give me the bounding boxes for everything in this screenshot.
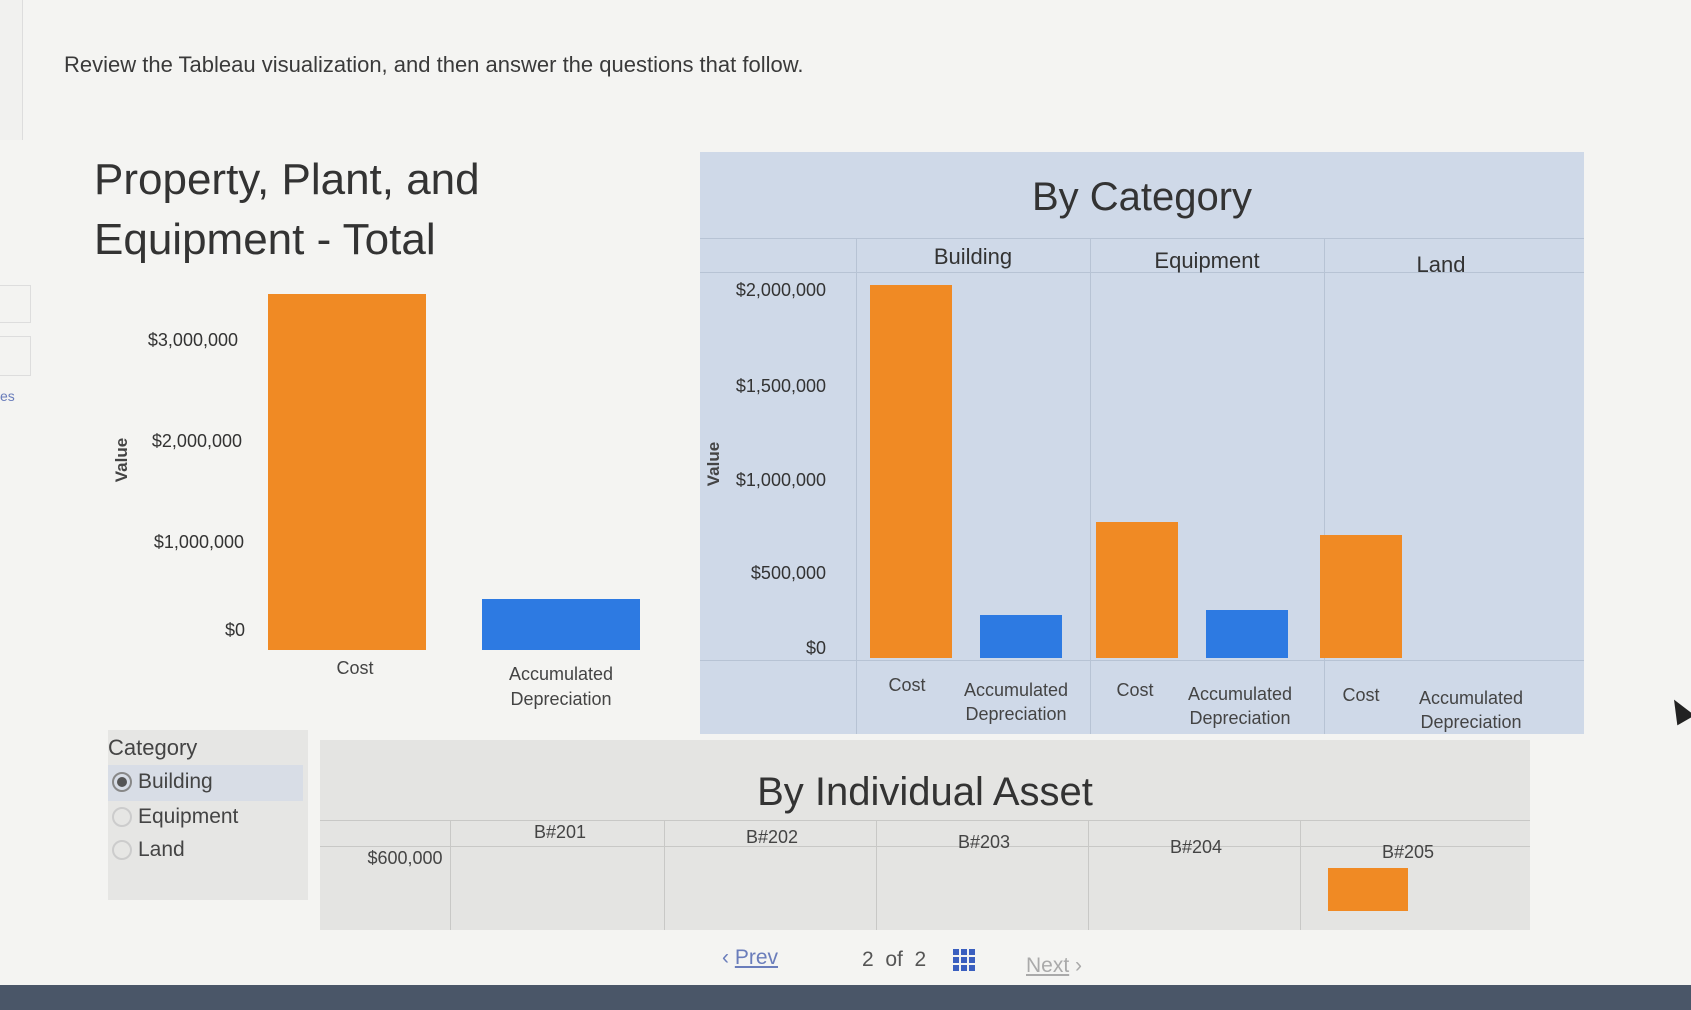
asset-column-header: B#201 (533, 822, 587, 842)
asset-y-tick: $600,000 (367, 848, 443, 868)
asset-column-header: B#205 (1381, 842, 1435, 862)
radio-icon[interactable] (112, 807, 132, 828)
column-divider (1090, 238, 1091, 734)
category-x-tick: Cost (1342, 685, 1380, 705)
left-panel-edge (0, 0, 23, 140)
sidebar-fragment-text: es (0, 388, 15, 404)
asset-b205-bar[interactable] (1328, 868, 1408, 911)
asset-header-divider (320, 820, 1530, 821)
left-panel-tab[interactable] (0, 336, 31, 376)
land-cost-bar[interactable] (1320, 534, 1402, 658)
instruction-text: Review the Tableau visualization, and th… (64, 52, 804, 77)
category-x-tick: Accumulated Depreciation (1418, 688, 1524, 732)
column-header-land: Land (1416, 252, 1466, 277)
filter-selected-highlight (108, 765, 303, 801)
asset-column-divider (876, 820, 877, 930)
total-chart-title: Property, Plant, and Equipment - Total (94, 155, 480, 264)
asset-column-header: B#202 (745, 827, 799, 847)
chevron-left-icon: ‹ (722, 946, 735, 969)
filter-option-building[interactable]: Building (112, 770, 213, 794)
asset-column-divider (664, 820, 665, 930)
total-y-tick: $2,000,000 (151, 431, 242, 451)
page-indicator: 2 of 2 (862, 948, 927, 971)
total-y-tick: $3,000,000 (147, 330, 238, 350)
header-divider (700, 272, 1584, 273)
total-bar-accumulated-depreciation[interactable] (482, 599, 640, 650)
category-y-tick: $2,000,000 (735, 280, 826, 300)
asset-header-divider (320, 846, 1530, 847)
baseline (700, 660, 1584, 661)
asset-column-divider (1088, 820, 1089, 930)
header-divider (700, 238, 1584, 239)
category-y-tick: $1,000,000 (735, 470, 826, 490)
filter-option-land[interactable]: Land (112, 838, 185, 862)
filter-option-label: Land (138, 838, 185, 861)
next-label: Next (1026, 954, 1070, 977)
building-accumulated-depreciation-bar[interactable] (980, 615, 1062, 658)
bottom-taskbar (0, 985, 1691, 1010)
category-y-tick: $1,500,000 (735, 376, 826, 396)
filter-option-label: Building (138, 770, 213, 793)
total-x-tick: Cost (336, 658, 374, 678)
asset-column-divider (1300, 820, 1301, 930)
prev-label: Prev (734, 946, 779, 969)
column-header-building: Building (933, 244, 1013, 269)
building-cost-bar[interactable] (870, 285, 952, 658)
chevron-right-icon: › (1069, 954, 1083, 977)
column-divider (856, 238, 857, 734)
column-header-equipment: Equipment (1154, 248, 1260, 273)
mouse-cursor-icon (1665, 694, 1691, 726)
asset-column-header: B#203 (957, 832, 1011, 852)
by-category-title: By Category (1031, 175, 1253, 219)
asset-column-header: B#204 (1169, 837, 1223, 857)
category-x-tick: Cost (1116, 680, 1154, 700)
category-x-tick: Accumulated Depreciation (1187, 684, 1293, 728)
asset-column-divider (450, 820, 451, 930)
filter-option-equipment[interactable]: Equipment (112, 805, 238, 829)
radio-icon[interactable] (112, 840, 132, 861)
prev-link[interactable]: ‹ Prev (722, 946, 778, 970)
total-bar-cost[interactable] (268, 294, 426, 650)
equipment-accumulated-depreciation-bar[interactable] (1206, 609, 1288, 658)
column-divider (1324, 238, 1325, 734)
left-panel-tab[interactable] (0, 285, 31, 323)
total-x-tick: Accumulated Depreciation (508, 664, 614, 709)
next-link[interactable]: Next › (1026, 954, 1082, 978)
total-y-tick: $0 (224, 620, 245, 640)
category-x-tick: Cost (888, 675, 926, 695)
by-individual-asset-title: By Individual Asset (757, 770, 1093, 814)
category-filter-panel (108, 730, 308, 900)
total-y-tick: $1,000,000 (153, 532, 244, 552)
equipment-cost-bar[interactable] (1096, 521, 1178, 658)
category-y-tick: $0 (805, 638, 826, 658)
category-x-tick: Accumulated Depreciation (963, 680, 1069, 724)
category-y-tick: $500,000 (750, 563, 826, 583)
category-filter-title: Category (108, 735, 198, 760)
radio-selected-icon[interactable] (112, 772, 132, 793)
filter-option-label: Equipment (138, 805, 239, 828)
grid-icon[interactable] (952, 948, 976, 977)
